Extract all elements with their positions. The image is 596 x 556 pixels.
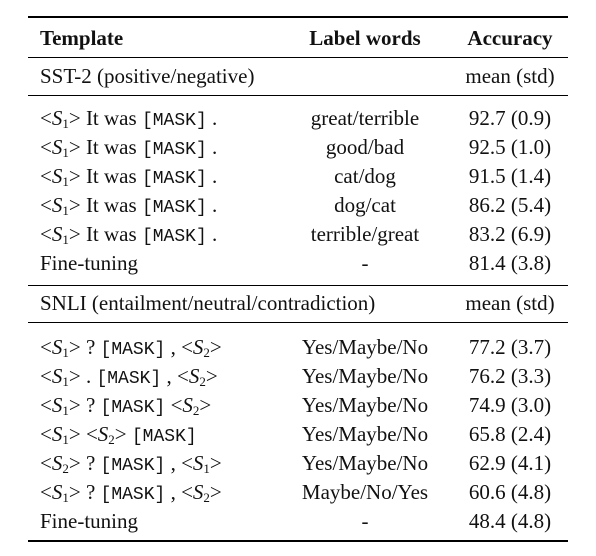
accuracy-cell: 83.2 (6.9) bbox=[468, 222, 552, 246]
accuracy-cell: 81.4 (3.8) bbox=[468, 251, 552, 275]
table-row: <S1> It was [MASK] . cat/dog 91.5 (1.4) bbox=[0, 162, 596, 191]
sst2-section-row: SST-2 (positive/negative) mean (std) bbox=[0, 62, 596, 91]
label-words-cell: dog/cat bbox=[334, 193, 396, 217]
accuracy-cell: 74.9 (3.0) bbox=[468, 393, 552, 417]
template-cell: <S1> It was [MASK] . bbox=[40, 106, 218, 131]
template-cell: <S1> ? [MASK] <S2> bbox=[40, 393, 212, 418]
snli-section-row: SNLI (entailment/neutral/contradiction) … bbox=[0, 289, 596, 318]
snli-stat-label: mean (std) bbox=[465, 291, 555, 315]
finetune-row: Fine-tuning - 81.4 (3.8) bbox=[0, 249, 596, 278]
snli-rule bbox=[28, 322, 568, 323]
template-cell: <S1> ? [MASK] , <S2> bbox=[40, 335, 222, 360]
snli-title: SNLI (entailment/neutral/contradiction) bbox=[40, 291, 376, 315]
top-rule bbox=[28, 16, 568, 18]
header-label-words: Label words bbox=[309, 26, 421, 50]
accuracy-cell: 48.4 (4.8) bbox=[468, 509, 552, 533]
template-cell: <S1> ? [MASK] , <S2> bbox=[40, 480, 222, 505]
template-cell: Fine-tuning bbox=[40, 251, 138, 275]
accuracy-cell: 76.2 (3.3) bbox=[468, 364, 552, 388]
label-words-cell: great/terrible bbox=[310, 106, 420, 130]
label-words-cell: Yes/Maybe/No bbox=[301, 335, 429, 359]
accuracy-cell: 91.5 (1.4) bbox=[468, 164, 552, 188]
table-row: <S1> <S2> [MASK] Yes/Maybe/No 65.8 (2.4) bbox=[0, 420, 596, 449]
accuracy-cell: 62.9 (4.1) bbox=[468, 451, 552, 475]
accuracy-cell: 65.8 (2.4) bbox=[468, 422, 552, 446]
table-row: <S1> ? [MASK] , <S2> Yes/Maybe/No 77.2 (… bbox=[0, 333, 596, 362]
template-cell: <S2> ? [MASK] , <S1> bbox=[40, 451, 222, 476]
table-row: <S1> It was [MASK] . terrible/great 83.2… bbox=[0, 220, 596, 249]
template-cell: <S1> It was [MASK] . bbox=[40, 164, 218, 189]
template-cell: <S1> It was [MASK] . bbox=[40, 222, 218, 247]
section-divider bbox=[28, 285, 568, 286]
label-words-cell: Yes/Maybe/No bbox=[301, 422, 429, 446]
template-cell: <S1> It was [MASK] . bbox=[40, 193, 218, 218]
label-words-cell: - bbox=[361, 509, 369, 533]
table-row: <S1> . [MASK] , <S2> Yes/Maybe/No 76.2 (… bbox=[0, 362, 596, 391]
sst2-title: SST-2 (positive/negative) bbox=[40, 64, 255, 88]
header-accuracy: Accuracy bbox=[467, 26, 553, 50]
accuracy-cell: 77.2 (3.7) bbox=[468, 335, 552, 359]
table-row: <S1> It was [MASK] . great/terrible 92.7… bbox=[0, 104, 596, 133]
template-cell: Fine-tuning bbox=[40, 509, 138, 533]
table-row: <S1> ? [MASK] <S2> Yes/Maybe/No 74.9 (3.… bbox=[0, 391, 596, 420]
table-row: <S1> ? [MASK] , <S2> Maybe/No/Yes 60.6 (… bbox=[0, 478, 596, 507]
table-row: <S1> It was [MASK] . dog/cat 86.2 (5.4) bbox=[0, 191, 596, 220]
label-words-cell: good/bad bbox=[325, 135, 405, 159]
table-row: <S2> ? [MASK] , <S1> Yes/Maybe/No 62.9 (… bbox=[0, 449, 596, 478]
header-rule bbox=[28, 57, 568, 58]
sst2-stat-label: mean (std) bbox=[465, 64, 555, 88]
label-words-cell: Yes/Maybe/No bbox=[301, 393, 429, 417]
label-words-cell: Maybe/No/Yes bbox=[301, 480, 429, 504]
label-words-cell: terrible/great bbox=[310, 222, 420, 246]
template-cell: <S1> . [MASK] , <S2> bbox=[40, 364, 218, 389]
table-row: <S1> It was [MASK] . good/bad 92.5 (1.0) bbox=[0, 133, 596, 162]
accuracy-cell: 86.2 (5.4) bbox=[468, 193, 552, 217]
header-row: Template Label words Accuracy bbox=[0, 24, 596, 53]
template-cell: <S1> It was [MASK] . bbox=[40, 135, 218, 160]
sst2-rule bbox=[28, 95, 568, 96]
accuracy-cell: 92.5 (1.0) bbox=[468, 135, 552, 159]
template-cell: <S1> <S2> [MASK] bbox=[40, 422, 197, 447]
bottom-rule bbox=[28, 540, 568, 542]
label-words-cell: Yes/Maybe/No bbox=[301, 364, 429, 388]
accuracy-cell: 92.7 (0.9) bbox=[468, 106, 552, 130]
accuracy-cell: 60.6 (4.8) bbox=[468, 480, 552, 504]
label-words-cell: Yes/Maybe/No bbox=[301, 451, 429, 475]
label-words-cell: cat/dog bbox=[334, 164, 396, 188]
finetune-row: Fine-tuning - 48.4 (4.8) bbox=[0, 507, 596, 536]
label-words-cell: - bbox=[361, 251, 369, 275]
header-template: Template bbox=[40, 26, 124, 50]
